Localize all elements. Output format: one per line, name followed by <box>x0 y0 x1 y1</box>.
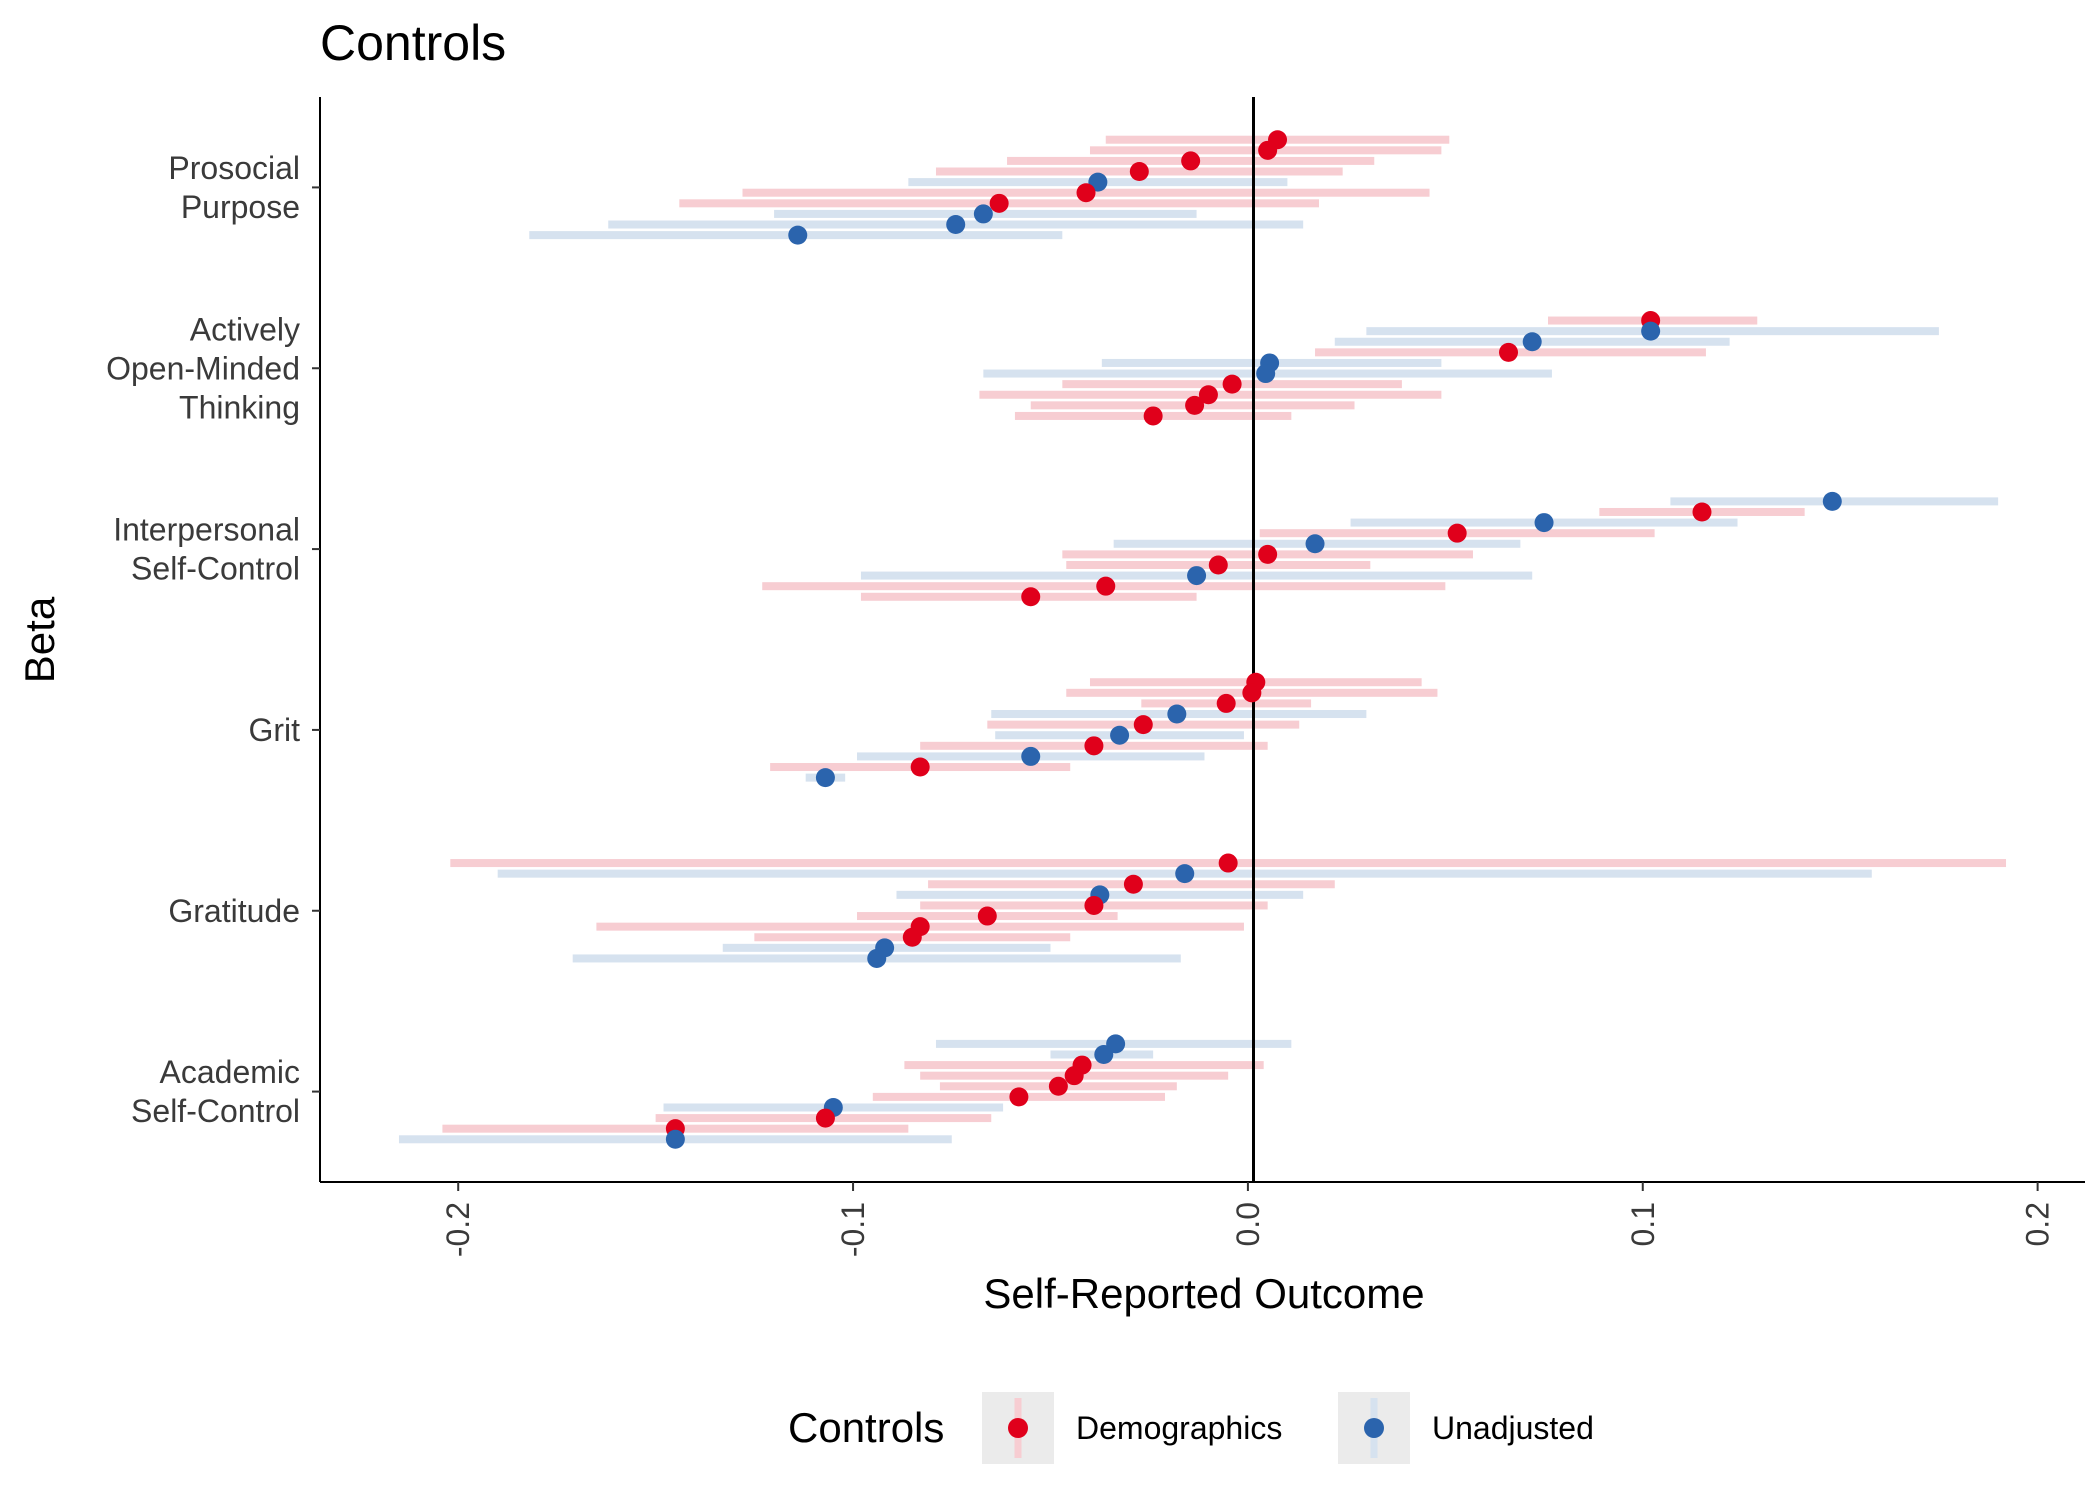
legend-title: Controls <box>788 1404 944 1451</box>
y-label-prosocial-purpose: Prosocial <box>168 150 300 186</box>
point-demographics <box>1048 1076 1068 1096</box>
point-unadjusted <box>1175 864 1195 884</box>
point-unadjusted <box>1641 321 1661 341</box>
point-demographics <box>1064 1066 1084 1086</box>
legend-point-demographics <box>1008 1418 1028 1438</box>
point-demographics <box>1499 342 1519 362</box>
point-demographics <box>1084 895 1104 915</box>
point-unadjusted <box>973 204 993 224</box>
x-tick-label: -0.1 <box>835 1202 871 1257</box>
y-label-prosocial-purpose: Purpose <box>181 189 300 225</box>
point-unadjusted <box>1522 332 1542 352</box>
point-demographics <box>1198 385 1218 405</box>
point-demographics <box>1216 693 1236 713</box>
x-tick-label: -0.2 <box>440 1202 476 1257</box>
point-demographics <box>1692 502 1712 522</box>
point-demographics <box>1009 1087 1029 1107</box>
y-label-academic-self-control: Academic <box>160 1054 301 1090</box>
point-demographics <box>1222 374 1242 394</box>
point-unadjusted <box>1256 364 1276 384</box>
legend-label-demographics: Demographics <box>1076 1410 1282 1446</box>
point-demographics <box>1447 523 1467 543</box>
x-tick-label: 0.2 <box>2020 1202 2056 1246</box>
point-demographics <box>1123 874 1143 894</box>
point-unadjusted <box>867 948 887 968</box>
point-demographics <box>1242 683 1262 703</box>
y-label-interpersonal-self-control: Self-Control <box>131 551 300 587</box>
x-axis-title: Self-Reported Outcome <box>983 1270 1424 1317</box>
chart-title: Controls <box>320 15 506 71</box>
x-tick-label: 0.1 <box>1625 1202 1661 1246</box>
y-label-actively-open-minded-thinking: Actively <box>190 311 300 347</box>
point-unadjusted <box>1534 513 1554 533</box>
point-demographics <box>1181 151 1201 171</box>
point-demographics <box>1185 395 1205 415</box>
y-label-grit: Grit <box>248 712 300 748</box>
point-demographics <box>1076 183 1096 203</box>
y-label-actively-open-minded-thinking: Thinking <box>179 389 300 425</box>
point-unadjusted <box>1187 566 1207 586</box>
point-demographics <box>1021 587 1041 607</box>
y-axis-title: Beta <box>16 596 63 683</box>
point-demographics <box>977 906 997 926</box>
y-label-actively-open-minded-thinking: Open-Minded <box>106 350 300 386</box>
point-demographics <box>989 193 1009 213</box>
point-demographics <box>815 1108 835 1128</box>
point-unadjusted <box>1822 491 1842 511</box>
x-ticks: -0.2 -0.1 0.0 0.1 0.2 <box>440 1182 2056 1257</box>
point-demographics <box>1129 162 1149 182</box>
point-unadjusted <box>788 225 808 245</box>
point-demographics <box>902 927 922 947</box>
legend-label-unadjusted: Unadjusted <box>1432 1410 1594 1446</box>
legend: Controls Demographics Unadjusted <box>788 1392 1594 1464</box>
legend-item-unadjusted: Unadjusted <box>1338 1392 1594 1464</box>
y-label-academic-self-control: Self-Control <box>131 1093 300 1129</box>
point-unadjusted <box>1110 725 1130 745</box>
point-unadjusted <box>1021 746 1041 766</box>
point-unadjusted <box>815 768 835 788</box>
data-points <box>665 130 1842 1149</box>
error-bars <box>398 135 2007 1144</box>
point-unadjusted <box>1094 1044 1114 1064</box>
point-unadjusted <box>1167 704 1187 724</box>
point-unadjusted <box>665 1129 685 1149</box>
y-label-interpersonal-self-control: Interpersonal <box>113 512 300 548</box>
point-demographics <box>1143 406 1163 426</box>
point-demographics <box>1218 853 1238 873</box>
point-demographics <box>910 757 930 777</box>
point-unadjusted <box>946 215 966 235</box>
point-demographics <box>1258 140 1278 160</box>
point-demographics <box>1133 715 1153 735</box>
point-demographics <box>1084 736 1104 756</box>
legend-item-demographics: Demographics <box>982 1392 1282 1464</box>
point-demographics <box>1096 576 1116 596</box>
point-demographics <box>1208 555 1228 575</box>
point-demographics <box>1258 544 1278 564</box>
legend-point-unadjusted <box>1364 1418 1384 1438</box>
y-label-gratitude: Gratitude <box>168 893 300 929</box>
x-tick-label: 0.0 <box>1230 1202 1266 1246</box>
point-unadjusted <box>1305 534 1325 554</box>
